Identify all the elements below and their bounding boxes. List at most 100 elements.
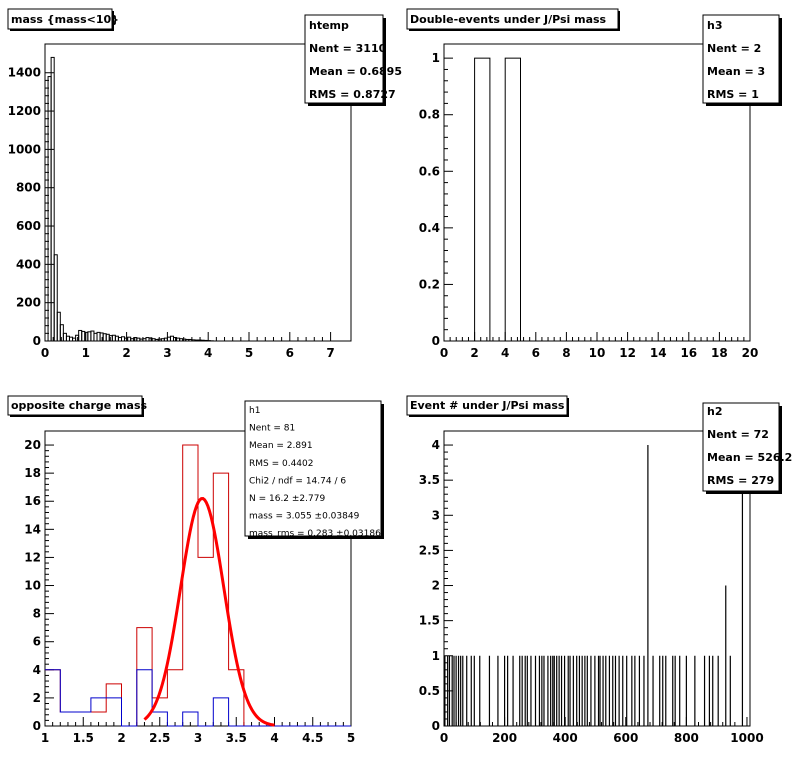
x-tick-label: 6 — [286, 346, 294, 360]
histogram-bar — [504, 57, 522, 342]
histogram-title: Double-events under J/Psi mass — [410, 13, 607, 26]
panel-opposite-charge-mass-histogram: 1 1.5 2 2.5 3 3.5 4 4.5 5 0 2 4 6 8 10 12 14 16 18 20 opposi… — [7, 395, 384, 745]
y-tick-label: 16 — [24, 494, 41, 508]
y-tick-label: 1.5 — [419, 614, 440, 628]
y-tick-label: 0 — [33, 334, 41, 348]
y-tick-label: 0.2 — [419, 277, 440, 291]
x-tick-label: 5 — [347, 731, 355, 745]
y-tick-label: 400 — [16, 257, 41, 271]
x-tick-label: 20 — [742, 346, 759, 360]
x-tick-label: 2 — [122, 346, 130, 360]
y-tick-label: 1200 — [8, 104, 41, 118]
gaussian-fit-curve — [143, 497, 275, 727]
stats-row: RMS = 0.8727 — [309, 88, 396, 101]
x-tick-label: 3 — [163, 346, 171, 360]
x-tick-label: 4 — [501, 346, 509, 360]
stats-row: RMS = 279 — [707, 474, 774, 487]
y-tick-label: 4 — [33, 663, 41, 677]
x-tick-label: 6 — [532, 346, 540, 360]
panel-event-number-histogram: 0 200 400 600 800 1000 0 0.5 1 1.5 2 2.5 3 3.5 4 Event … — [406, 395, 792, 745]
stats-row: mass_rms = 0.283 ±0.03186 — [249, 529, 381, 539]
y-tick-label: 20 — [24, 438, 41, 452]
histogram-bar — [50, 56, 55, 342]
y-tick-label: 1 — [432, 649, 440, 663]
y-tick-label: 4 — [432, 438, 440, 452]
stats-row: Nent = 72 — [707, 428, 769, 441]
panel-double-events-histogram: 0 2 4 6 8 10 12 14 16 18 20 0 0.2 0.4 0.6 0.8 1 Double-ev… — [406, 8, 782, 360]
x-tick-label: 1.5 — [73, 731, 94, 745]
y-tick-label: 2.5 — [419, 543, 440, 557]
x-tick-label: 14 — [650, 346, 667, 360]
y-tick-label: 0.5 — [419, 684, 440, 698]
panel-mass-histogram: 0 1 2 3 4 5 6 7 0 200 400 600 800 1000 1200 1400 mass {m… — [7, 8, 402, 360]
x-tick-label: 10 — [589, 346, 606, 360]
x-tick-label: 0 — [440, 731, 448, 745]
histogram-series-blue — [45, 669, 351, 727]
title-box — [406, 395, 568, 416]
title-box — [406, 8, 619, 30]
stats-row: Nent = 81 — [249, 424, 295, 434]
stats-box — [244, 400, 382, 537]
x-tick-label: 2 — [117, 731, 125, 745]
stats-histogram-name: h2 — [707, 405, 723, 418]
histogram-bar — [53, 254, 58, 342]
stats-box — [702, 14, 780, 104]
histogram-title: opposite charge mass — [11, 399, 148, 412]
plot-frame — [443, 43, 751, 342]
x-tick-label: 7 — [326, 346, 334, 360]
stats-histogram-name: h3 — [707, 19, 723, 32]
y-tick-label: 8 — [33, 607, 41, 621]
histogram-title: Event # under J/Psi mass — [410, 399, 565, 412]
x-tick-label: 0 — [41, 346, 49, 360]
x-tick-label: 400 — [553, 731, 578, 745]
x-tick-label: 200 — [492, 731, 517, 745]
x-tick-label: 800 — [674, 731, 699, 745]
histogram-bar — [474, 57, 491, 342]
x-tick-label: 16 — [680, 346, 697, 360]
plot-frame — [44, 43, 352, 342]
stats-row: Mean = 2.891 — [249, 441, 313, 451]
stats-row: Mean = 3 — [707, 65, 765, 78]
x-tick-label: 600 — [613, 731, 638, 745]
stats-row: Mean = 526.2 — [707, 451, 792, 464]
x-tick-label: 4 — [270, 731, 278, 745]
x-tick-label: 2.5 — [149, 731, 170, 745]
x-tick-label: 12 — [619, 346, 636, 360]
stats-histogram-name: h1 — [249, 406, 260, 416]
stats-row: Chi2 / ndf = 14.74 / 6 — [249, 476, 346, 486]
x-tick-label: 2 — [470, 346, 478, 360]
y-tick-label: 1000 — [8, 142, 41, 156]
x-tick-label: 4 — [204, 346, 212, 360]
y-tick-label: 800 — [16, 181, 41, 195]
y-tick-label: 3 — [432, 508, 440, 522]
y-tick-label: 3.5 — [419, 473, 440, 487]
stats-box — [304, 14, 384, 104]
y-tick-label: 0 — [432, 719, 440, 733]
y-tick-label: 0.6 — [419, 164, 440, 178]
stats-row: RMS = 1 — [707, 88, 759, 101]
stats-row: N = 16.2 ±2.779 — [249, 494, 325, 504]
y-tick-label: 1400 — [8, 66, 41, 80]
stats-histogram-name: htemp — [309, 19, 349, 32]
x-tick-label: 1 — [82, 346, 90, 360]
stats-row: RMS = 0.4402 — [249, 459, 314, 469]
y-tick-label: 14 — [24, 522, 41, 536]
x-tick-label: 8 — [562, 346, 570, 360]
x-tick-label: 0 — [440, 346, 448, 360]
stats-row: Nent = 3110 — [309, 42, 387, 55]
x-tick-label: 3.5 — [226, 731, 247, 745]
y-tick-label: 12 — [24, 550, 41, 564]
stats-row: Mean = 0.6895 — [309, 65, 402, 78]
plot-frame — [443, 430, 751, 727]
x-tick-label: 1000 — [730, 731, 763, 745]
x-tick-label: 5 — [245, 346, 253, 360]
y-tick-label: 200 — [16, 296, 41, 310]
stats-row: Nent = 2 — [707, 42, 761, 55]
y-tick-label: 0.8 — [419, 108, 440, 122]
histogram-title: mass {mass<10} — [11, 13, 119, 26]
title-box — [7, 395, 143, 416]
y-tick-label: 6 — [33, 635, 41, 649]
y-tick-label: 1 — [432, 51, 440, 65]
x-tick-label: 1 — [41, 731, 49, 745]
